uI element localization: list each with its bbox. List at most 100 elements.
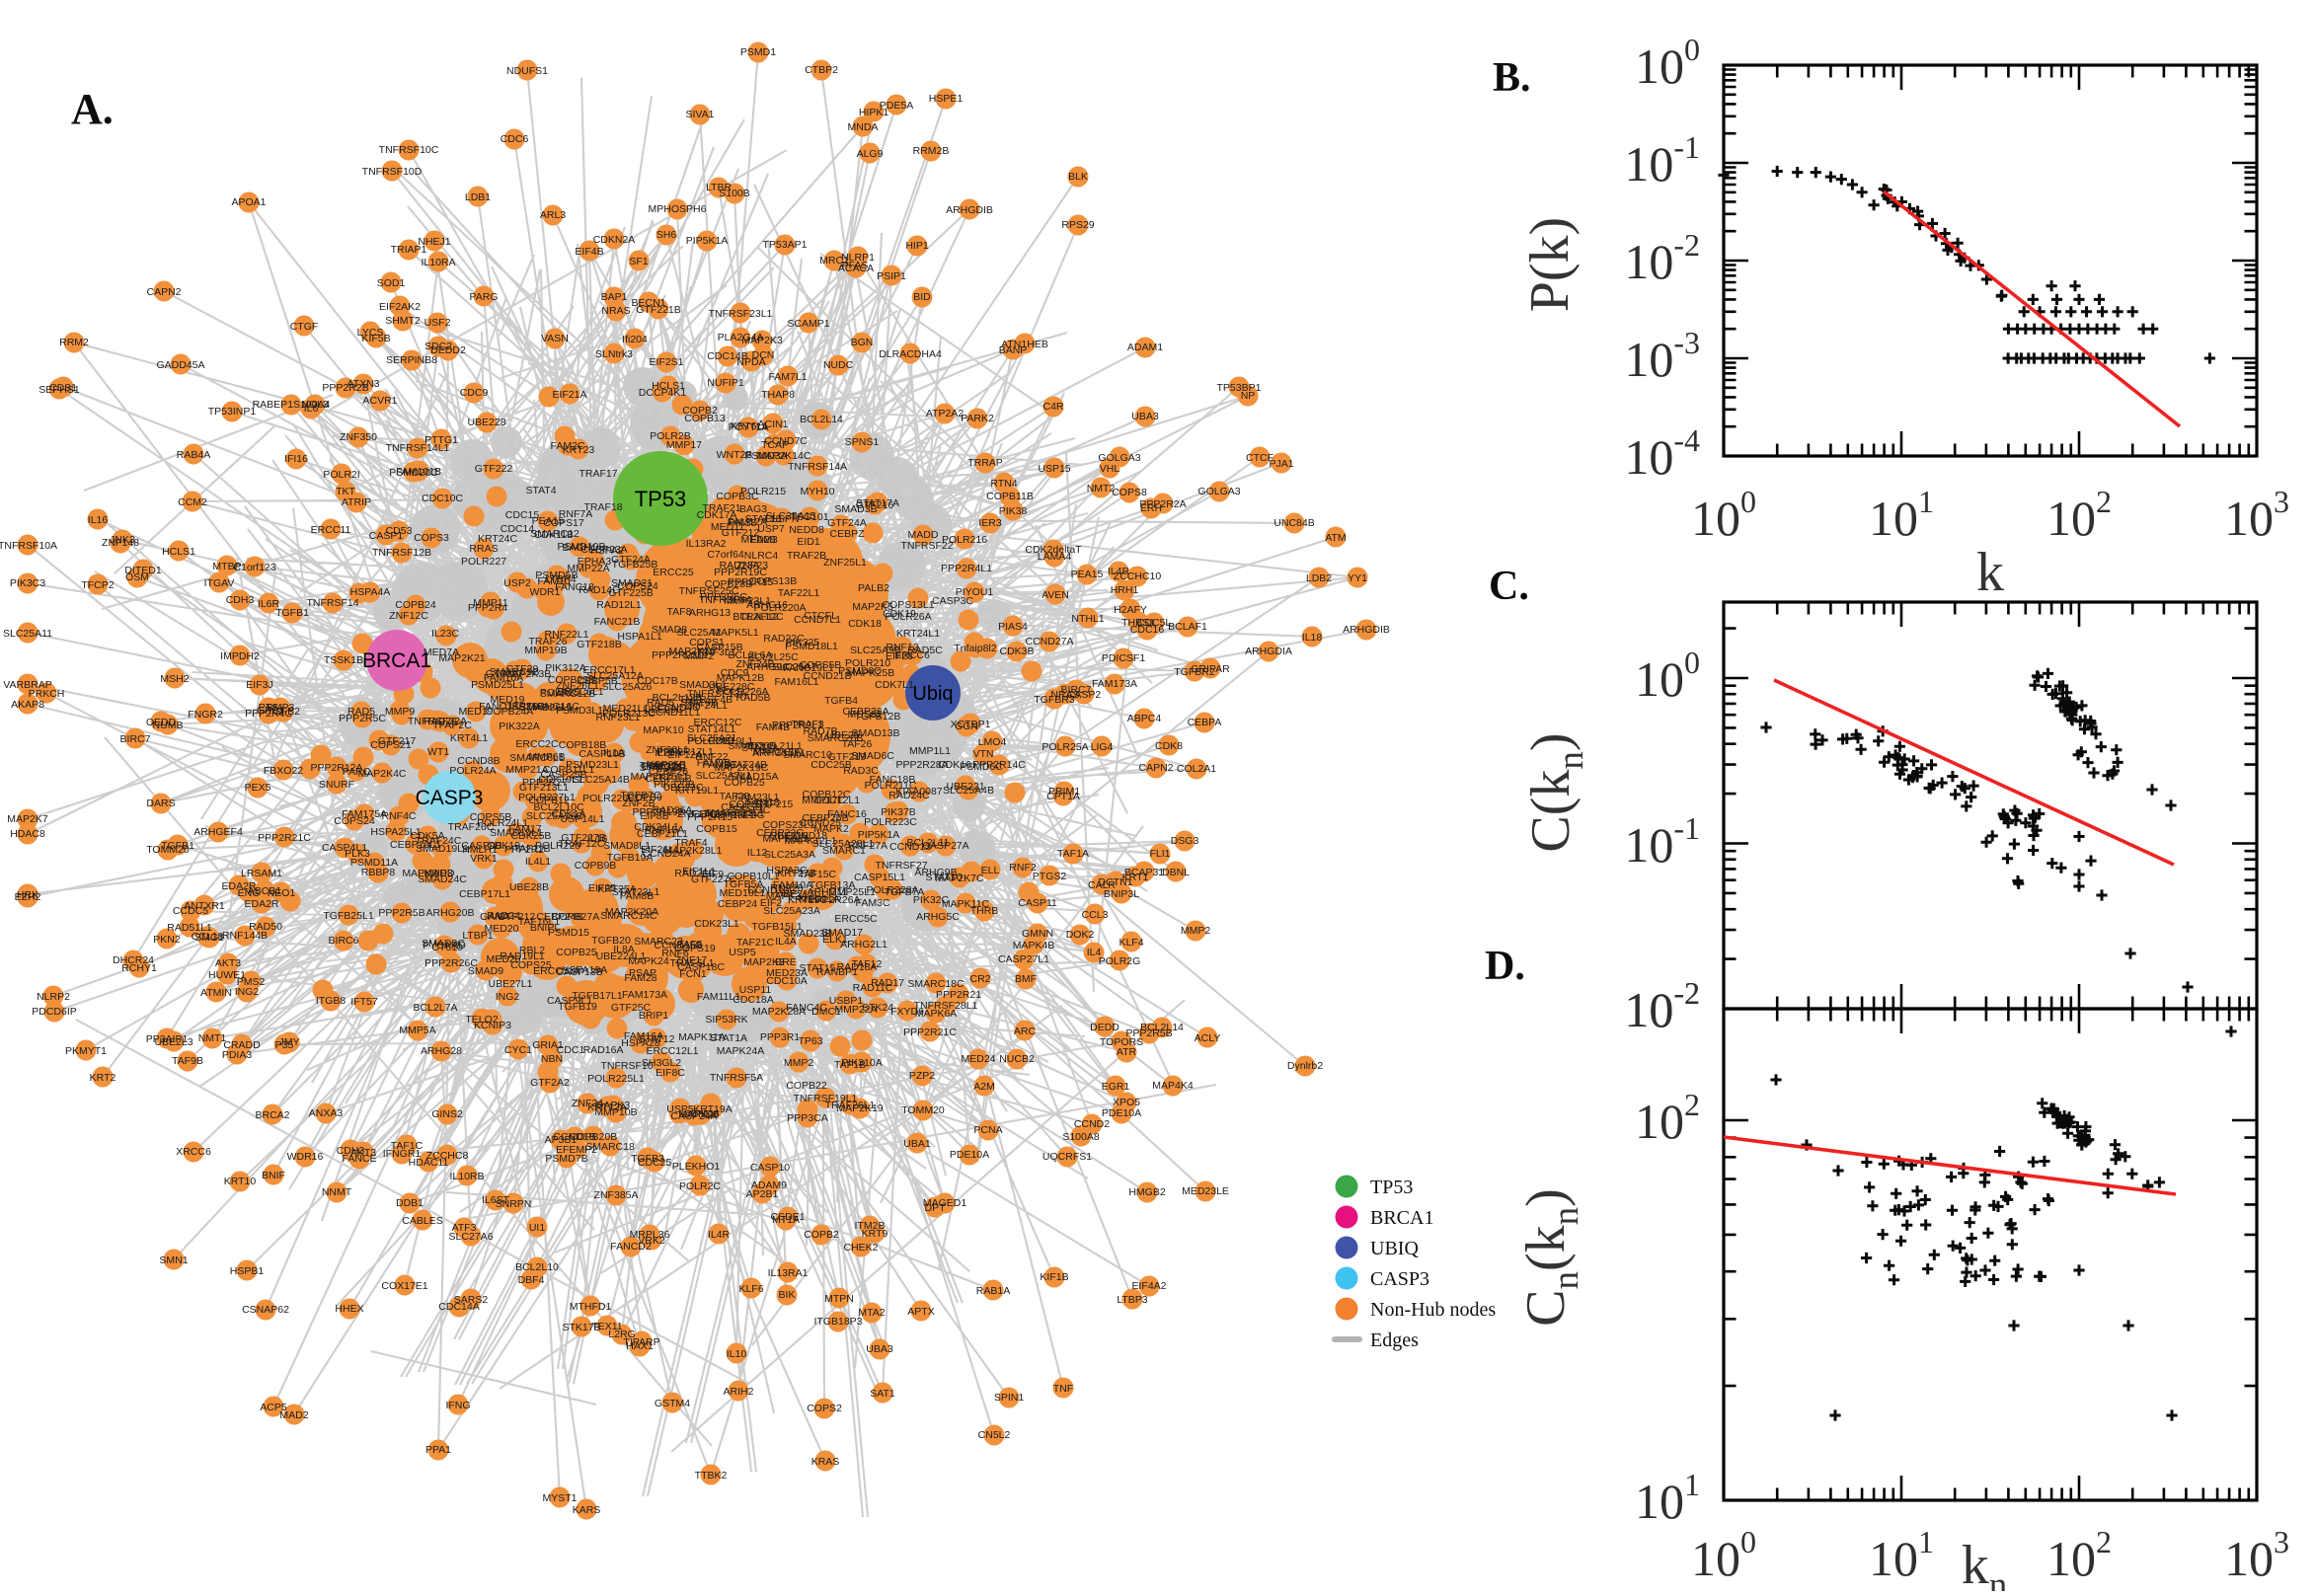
svg-text:BCL2L14: BCL2L14 <box>800 414 843 425</box>
svg-text:PEX5: PEX5 <box>245 782 271 794</box>
svg-text:SLNtrk3: SLNtrk3 <box>595 348 633 360</box>
svg-text:ERCC12C: ERCC12C <box>693 717 741 728</box>
svg-text:SMAD23B: SMAD23B <box>783 928 831 940</box>
svg-text:MAP2K19: MAP2K19 <box>836 1102 883 1114</box>
svg-text:CDC6: CDC6 <box>501 133 529 145</box>
svg-text:MAPK12B: MAPK12B <box>717 672 764 684</box>
svg-text:MED28: MED28 <box>740 534 775 546</box>
svg-text:TNFRSF12B: TNFRSF12B <box>372 547 431 559</box>
svg-text:KRT6L1: KRT6L1 <box>731 420 768 432</box>
svg-text:KRT4L1: KRT4L1 <box>450 732 488 744</box>
svg-text:TRRAP: TRRAP <box>967 457 1003 469</box>
svg-text:RNF7A: RNF7A <box>559 508 592 520</box>
svg-text:PIK38: PIK38 <box>729 517 757 529</box>
svg-text:TAF1A: TAF1A <box>1057 848 1089 860</box>
svg-text:SMN1: SMN1 <box>159 1254 188 1266</box>
svg-text:CCL3: CCL3 <box>1082 909 1109 921</box>
svg-text:LIG4: LIG4 <box>1091 741 1114 753</box>
svg-text:DSG3: DSG3 <box>1171 835 1199 847</box>
svg-text:UBA3: UBA3 <box>1131 411 1159 422</box>
svg-text:ERCC2C: ERCC2C <box>515 738 559 750</box>
svg-text:BIRC7: BIRC7 <box>120 733 151 745</box>
svg-text:MAPK4B: MAPK4B <box>1013 940 1055 951</box>
svg-text:IL13RA1: IL13RA1 <box>768 1267 809 1279</box>
svg-text:UBE28B: UBE28B <box>509 881 549 893</box>
svg-text:H2AFY: H2AFY <box>1114 604 1147 616</box>
svg-text:POLR223C: POLR223C <box>864 816 917 828</box>
svg-text:TGFB1: TGFB1 <box>275 607 309 619</box>
svg-text:MAP4K4: MAP4K4 <box>1152 1080 1194 1092</box>
svg-text:KRT23: KRT23 <box>563 444 595 456</box>
svg-text:CDK8: CDK8 <box>1155 740 1183 752</box>
svg-text:ARHGDIB: ARHGDIB <box>1343 624 1390 636</box>
svg-text:PCNA: PCNA <box>973 1124 1002 1136</box>
svg-text:SMAD24C: SMAD24C <box>418 874 467 885</box>
svg-text:TP53INP1: TP53INP1 <box>208 406 257 418</box>
svg-text:CDK28: CDK28 <box>692 808 726 820</box>
svg-text:RAD12L1: RAD12L1 <box>596 599 642 611</box>
svg-text:RNF2: RNF2 <box>1009 862 1037 874</box>
svg-text:KARS: KARS <box>573 1504 601 1516</box>
svg-text:POLR226A: POLR226A <box>716 686 768 698</box>
svg-text:IL8A: IL8A <box>613 944 635 955</box>
svg-text:XPO5: XPO5 <box>1113 1097 1140 1108</box>
svg-text:RNF144B: RNF144B <box>222 930 268 942</box>
svg-text:USP11: USP11 <box>739 984 772 996</box>
svg-text:KRT27B: KRT27B <box>777 868 816 879</box>
svg-text:CDK18: CDK18 <box>848 618 882 630</box>
svg-text:CDKN2A: CDKN2A <box>593 234 636 246</box>
svg-text:MYST1: MYST1 <box>542 1492 577 1504</box>
svg-text:CSDE1: CSDE1 <box>770 1211 805 1223</box>
svg-text:NRAS: NRAS <box>601 305 630 317</box>
svg-text:BCL2L7A: BCL2L7A <box>414 1002 458 1014</box>
svg-text:TP53AP1: TP53AP1 <box>763 239 808 251</box>
svg-text:IL28A: IL28A <box>655 747 681 759</box>
svg-text:ATRIP: ATRIP <box>342 496 371 508</box>
svg-text:CASP4L1: CASP4L1 <box>322 842 367 854</box>
svg-text:ITGB8: ITGB8 <box>316 995 347 1007</box>
svg-text:IL10RB: IL10RB <box>449 1171 484 1182</box>
svg-text:SPIN1: SPIN1 <box>994 1392 1025 1404</box>
svg-text:MAPK11C: MAPK11C <box>942 898 990 910</box>
svg-text:RAD16A: RAD16A <box>583 1044 624 1056</box>
svg-text:TGFB25L1: TGFB25L1 <box>323 910 374 922</box>
svg-text:TRAF4: TRAF4 <box>674 837 707 849</box>
svg-text:TOMM20: TOMM20 <box>146 844 190 856</box>
svg-text:MMP10B: MMP10B <box>594 1106 637 1118</box>
svg-text:CCM2: CCM2 <box>178 496 207 508</box>
svg-text:TAF12: TAF12 <box>852 958 883 970</box>
svg-text:CCND2: CCND2 <box>1074 1118 1110 1130</box>
svg-text:EIF4A2: EIF4A2 <box>1131 1280 1166 1292</box>
svg-text:CN5L2: CN5L2 <box>978 1429 1011 1441</box>
svg-text:BRCA2: BRCA2 <box>255 1109 289 1121</box>
svg-text:GTF25C: GTF25C <box>611 1002 652 1014</box>
svg-text:FANC21B: FANC21B <box>594 616 641 628</box>
svg-text:CAPN2: CAPN2 <box>1138 762 1173 774</box>
svg-text:RNF4C: RNF4C <box>381 810 416 822</box>
svg-text:BRCA1: BRCA1 <box>362 649 431 672</box>
svg-text:TP53: TP53 <box>635 487 687 511</box>
svg-text:PSMD11A: PSMD11A <box>350 857 398 869</box>
svg-text:ITGAV: ITGAV <box>204 577 235 589</box>
svg-text:MAP2K7: MAP2K7 <box>7 813 48 825</box>
svg-text:PPP2R21C: PPP2R21C <box>258 832 311 844</box>
svg-text:EDA2R: EDA2R <box>244 898 278 910</box>
svg-text:CDC15: CDC15 <box>505 509 540 521</box>
svg-text:COPB22: COPB22 <box>786 1080 827 1092</box>
svg-text:NUCB2: NUCB2 <box>999 1053 1035 1065</box>
svg-text:SOD1: SOD1 <box>377 277 406 289</box>
svg-text:UBE228: UBE228 <box>467 417 505 428</box>
svg-text:TP53: TP53 <box>1370 1177 1413 1198</box>
svg-text:MTA2: MTA2 <box>858 1307 885 1319</box>
svg-text:C(kn): C(kn) <box>1520 732 1591 852</box>
svg-text:PPP3CA: PPP3CA <box>787 1112 827 1124</box>
svg-text:CCL18: CCL18 <box>192 931 224 943</box>
svg-text:PKMYT1: PKMYT1 <box>65 1045 107 1057</box>
svg-text:DARS: DARS <box>146 798 175 809</box>
svg-text:TNFRSF27: TNFRSF27 <box>875 860 927 872</box>
svg-text:SMARC14C: SMARC14C <box>600 910 657 922</box>
svg-text:MAP2K5: MAP2K5 <box>852 601 893 613</box>
svg-text:POLR226L1: POLR226L1 <box>582 793 640 804</box>
svg-text:SMAD3C: SMAD3C <box>422 938 465 950</box>
svg-text:PDCD6IP: PDCD6IP <box>32 1006 77 1018</box>
